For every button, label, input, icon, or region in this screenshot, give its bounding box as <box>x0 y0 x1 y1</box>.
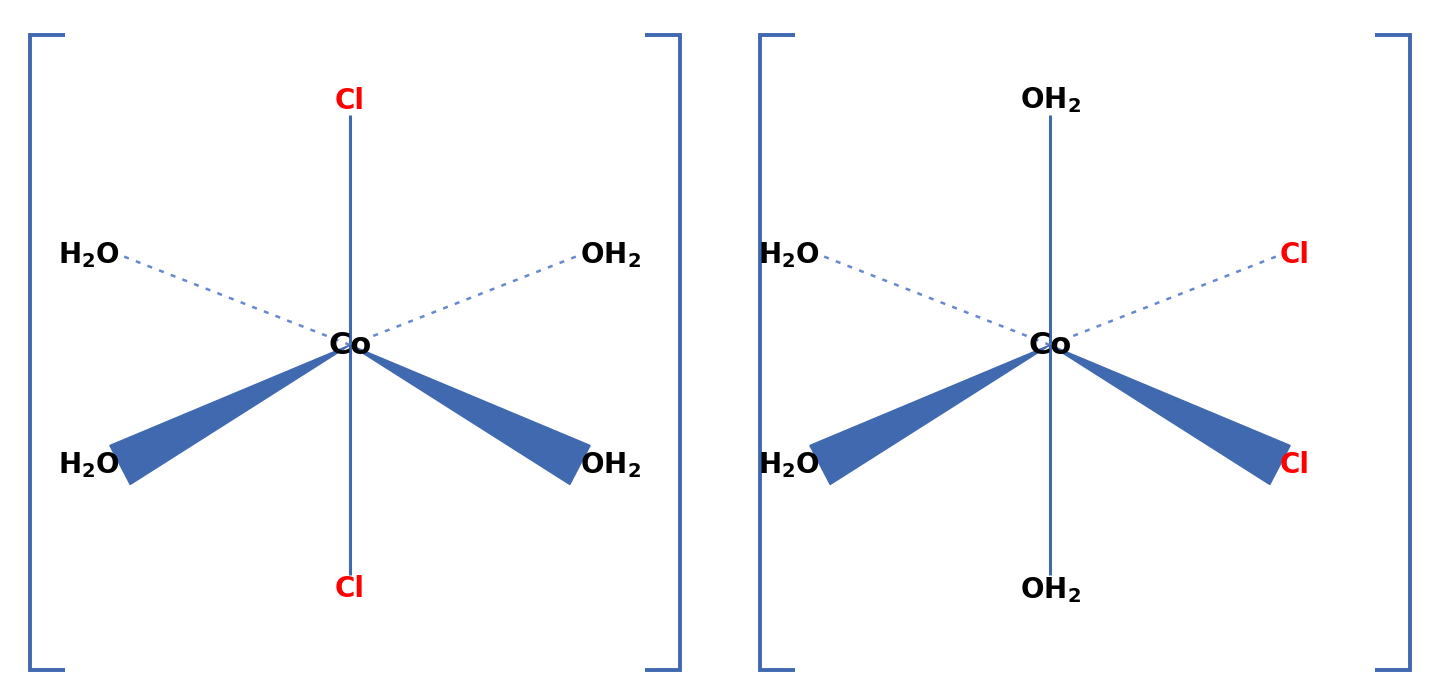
Polygon shape <box>109 345 350 484</box>
Text: Co: Co <box>328 331 372 359</box>
Text: $\mathbf{H_2O}$: $\mathbf{H_2O}$ <box>58 240 120 270</box>
Text: $\mathbf{OH_2}$: $\mathbf{OH_2}$ <box>1020 575 1080 605</box>
Polygon shape <box>1050 345 1290 484</box>
Text: $\mathbf{H_2O}$: $\mathbf{H_2O}$ <box>757 450 819 480</box>
Text: Cl: Cl <box>1280 241 1310 269</box>
Polygon shape <box>809 345 1050 484</box>
Text: Cl: Cl <box>1280 451 1310 479</box>
Text: Co: Co <box>1028 331 1071 359</box>
Polygon shape <box>350 345 590 484</box>
Text: $\mathbf{OH_2}$: $\mathbf{OH_2}$ <box>580 240 641 270</box>
Text: $\mathbf{H_2O}$: $\mathbf{H_2O}$ <box>58 450 120 480</box>
Text: Cl: Cl <box>336 575 364 603</box>
Text: Cl: Cl <box>336 87 364 115</box>
Text: $\mathbf{OH_2}$: $\mathbf{OH_2}$ <box>580 450 641 480</box>
Text: $\mathbf{H_2O}$: $\mathbf{H_2O}$ <box>757 240 819 270</box>
Text: $\mathbf{OH_2}$: $\mathbf{OH_2}$ <box>1020 85 1080 115</box>
